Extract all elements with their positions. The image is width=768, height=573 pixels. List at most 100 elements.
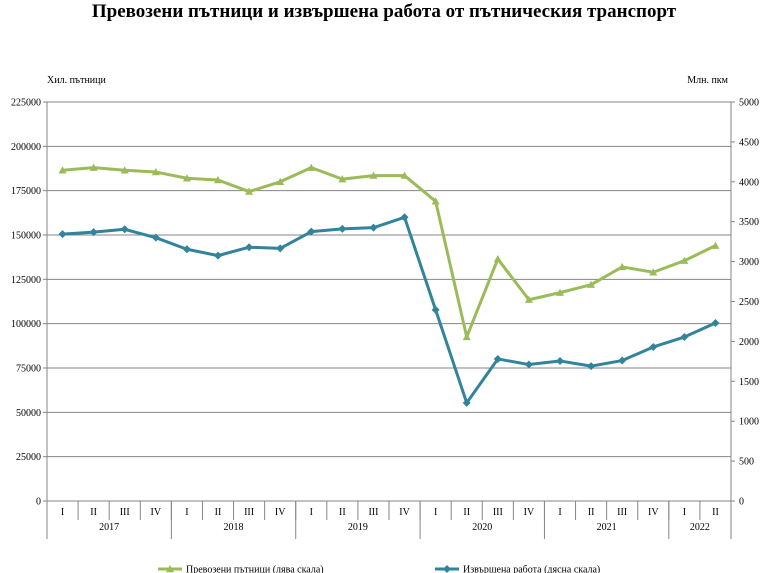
- year-label: 2018: [224, 522, 244, 533]
- data-point: [680, 333, 689, 342]
- series-line: [62, 215, 717, 405]
- data-point: [711, 319, 720, 328]
- data-point: [462, 332, 471, 341]
- data-point: [556, 356, 564, 365]
- gridlines: [47, 101, 731, 458]
- data-point: [462, 398, 471, 407]
- data-point: [493, 354, 502, 363]
- data-point: [89, 163, 98, 171]
- quarter-label: II: [215, 507, 222, 518]
- left-axis-ticks: 0 25000 50000 75000 100000 125000 150000 175000…: [11, 98, 41, 508]
- quarter-label: IV: [648, 507, 659, 518]
- data-point: [214, 176, 222, 184]
- right-axis-label: Млн. пкм: [687, 75, 728, 86]
- right-tick-label: 1000: [739, 417, 759, 428]
- quarter-label: III: [493, 507, 503, 518]
- right-axis-ticks: 0 500 1000 1500 2000 2500 3000 3500 4000 4500 5000: [739, 98, 759, 508]
- quarter-label: II: [712, 507, 719, 518]
- data-point: [618, 356, 627, 365]
- data-point: [89, 228, 98, 237]
- left-tick-label: 25000: [16, 452, 41, 463]
- series-layer: [58, 163, 720, 407]
- data-point: [214, 251, 222, 260]
- legend: Превозени пътници (лява скала) Извършена …: [158, 565, 600, 573]
- data-point: [618, 262, 627, 271]
- legend-marker: [166, 565, 174, 573]
- left-tick-label: 50000: [16, 408, 41, 419]
- left-tick-label: 200000: [11, 142, 41, 153]
- left-tick-label: 225000: [11, 98, 41, 109]
- data-point: [182, 174, 191, 182]
- data-point: [58, 166, 67, 174]
- data-point: [120, 166, 129, 174]
- data-point: [245, 187, 254, 195]
- data-point: [556, 288, 564, 296]
- data-point: [58, 230, 67, 239]
- data-point: [338, 224, 347, 233]
- quarter-label: I: [185, 507, 188, 518]
- series-line: [62, 166, 717, 339]
- year-label: 2019: [348, 522, 368, 533]
- right-tick-label: 3500: [739, 217, 759, 228]
- data-point: [649, 268, 658, 276]
- data-point: [431, 197, 440, 205]
- x-axis-labels: I II III IV I II III IV I II III IV I II III IV I II III IV…: [61, 507, 719, 533]
- year-label: 2022: [690, 522, 710, 533]
- right-tick-label: 4000: [739, 177, 759, 188]
- data-point: [182, 245, 191, 254]
- data-point: [649, 342, 658, 351]
- data-point: [245, 243, 254, 252]
- data-point: [524, 360, 533, 369]
- quarter-label: I: [683, 507, 686, 518]
- quarter-label: I: [310, 507, 313, 518]
- left-tick-label: 125000: [11, 275, 41, 286]
- left-tick-label: 175000: [11, 186, 41, 197]
- data-point: [369, 223, 378, 232]
- right-tick-label: 0: [739, 497, 744, 508]
- right-tick-label: 2000: [739, 337, 759, 348]
- data-point: [493, 254, 502, 263]
- data-point: [151, 233, 160, 242]
- left-tick-label: 100000: [11, 319, 41, 330]
- legend-marker: [443, 565, 451, 573]
- left-tick-label: 75000: [16, 364, 41, 375]
- quarter-label: IV: [151, 507, 162, 518]
- quarter-label: II: [588, 507, 595, 518]
- data-point: [369, 171, 378, 179]
- data-point: [587, 280, 596, 288]
- right-tick-label: 500: [739, 457, 754, 468]
- legend-label: Превозени пътници (лява скала): [186, 565, 324, 573]
- legend-label: Извършена работа (дясна скала): [463, 565, 600, 573]
- left-tick-label: 150000: [11, 231, 41, 242]
- data-point: [400, 171, 409, 179]
- quarter-label: II: [463, 507, 470, 518]
- quarter-label: IV: [275, 507, 286, 518]
- right-tick-label: 4500: [739, 137, 759, 148]
- data-point: [431, 305, 440, 314]
- year-label: 2020: [472, 522, 492, 533]
- data-point: [587, 362, 596, 371]
- left-axis-label: Хил. пътници: [47, 75, 107, 86]
- quarter-label: IV: [399, 507, 410, 518]
- quarter-label: II: [339, 507, 346, 518]
- right-tick-label: 2500: [739, 297, 759, 308]
- quarter-label: III: [368, 507, 378, 518]
- quarter-label: I: [558, 507, 561, 518]
- data-point: [151, 168, 160, 176]
- data-point: [120, 225, 129, 234]
- right-tick-label: 5000: [739, 98, 759, 109]
- year-label: 2017: [99, 522, 119, 533]
- data-point: [338, 175, 347, 183]
- quarter-label: IV: [524, 507, 535, 518]
- left-tick-label: 0: [36, 497, 41, 508]
- quarter-label: I: [434, 507, 437, 518]
- data-point: [680, 256, 689, 264]
- quarter-label: III: [617, 507, 627, 518]
- right-tick-label: 1500: [739, 377, 759, 388]
- data-point: [524, 295, 533, 303]
- quarter-label: III: [244, 507, 254, 518]
- quarter-label: II: [90, 507, 97, 518]
- data-point: [276, 177, 285, 185]
- chart-title: Превозени пътници и извършена работа от …: [91, 1, 677, 22]
